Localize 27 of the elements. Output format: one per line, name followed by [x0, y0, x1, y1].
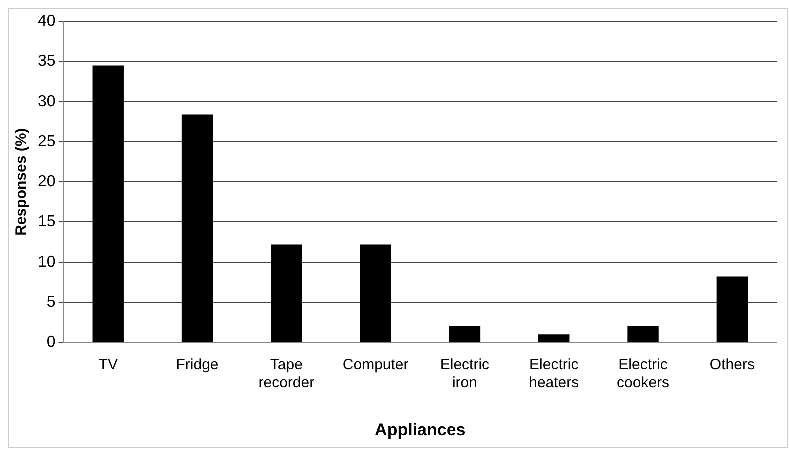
x-tick-label: Electric heaters: [529, 356, 580, 392]
y-tick-label: 25: [38, 133, 56, 150]
y-tick-label: 40: [38, 13, 56, 30]
y-tick-label: 15: [38, 214, 56, 231]
y-tick-label: 20: [38, 174, 56, 191]
y-tick-label: 5: [46, 294, 56, 311]
x-axis-title: Appliances: [375, 420, 466, 440]
bar: [716, 276, 748, 342]
y-tick-label: 10: [38, 254, 56, 271]
bar: [92, 66, 124, 342]
y-axis-title: Responses (%): [13, 128, 30, 236]
bar: [271, 244, 302, 342]
bar: [182, 114, 214, 342]
y-tick-label: 0: [46, 334, 56, 352]
x-tick-label: Computer: [342, 356, 409, 374]
x-tick-label: TV: [98, 356, 118, 374]
y-tick-label: 35: [38, 53, 56, 70]
bar: [628, 326, 659, 342]
x-tick-label: Fridge: [176, 356, 219, 374]
bar: [538, 334, 570, 342]
x-tick-label: Others: [710, 356, 755, 374]
x-tick-label: Electric cookers: [617, 356, 670, 392]
bar: [360, 244, 392, 342]
y-tick-label: 30: [38, 93, 56, 110]
bar: [449, 326, 481, 342]
x-tick-label: Tape recorder: [258, 356, 315, 392]
x-tick-label: Electric iron: [440, 356, 490, 392]
